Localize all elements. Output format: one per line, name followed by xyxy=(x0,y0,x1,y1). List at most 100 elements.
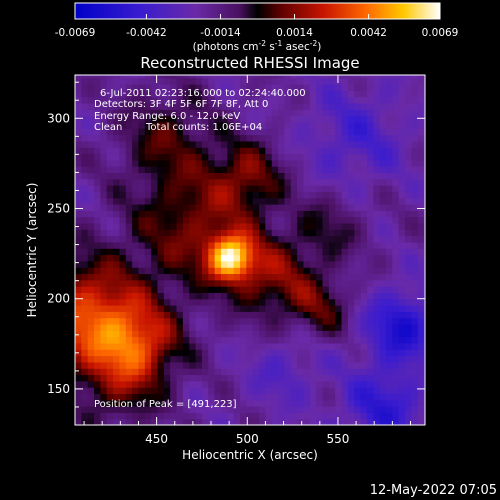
heatmap-cell xyxy=(297,121,305,129)
heatmap-cell xyxy=(195,380,203,388)
heatmap-cell xyxy=(220,84,228,91)
heatmap-cell xyxy=(341,172,349,180)
heatmap-cell xyxy=(398,349,406,357)
heatmap-cell xyxy=(227,134,235,142)
heatmap-cell xyxy=(309,279,317,287)
heatmap-cell xyxy=(246,166,254,174)
heatmap-cell xyxy=(392,406,400,413)
heatmap-cell xyxy=(201,273,209,281)
heatmap-cell xyxy=(208,342,216,350)
heatmap-cell xyxy=(81,115,89,123)
x-tick-label: 450 xyxy=(145,432,168,446)
heatmap-cell xyxy=(405,292,412,300)
heatmap-cell xyxy=(386,418,393,425)
heatmap-cell xyxy=(87,418,95,425)
heatmap-cell xyxy=(417,121,425,129)
heatmap-cell xyxy=(328,197,336,205)
heatmap-cell xyxy=(214,147,222,155)
heatmap-cell xyxy=(176,147,184,155)
heatmap-cell xyxy=(106,172,114,180)
heatmap-cell xyxy=(328,323,336,331)
heatmap-cell xyxy=(75,140,82,148)
heatmap-cell xyxy=(386,374,393,382)
heatmap-cell xyxy=(411,254,419,262)
heatmap-cell xyxy=(379,140,387,148)
x-tick-label: 500 xyxy=(236,432,259,446)
heatmap-image xyxy=(75,75,425,425)
heatmap-cell xyxy=(366,229,374,237)
heatmap-cell xyxy=(392,330,400,338)
heatmap-cell xyxy=(125,393,133,401)
heatmap-cell xyxy=(233,140,241,148)
heatmap-cell xyxy=(341,128,349,136)
heatmap-cell xyxy=(252,286,260,293)
heatmap-cell xyxy=(252,248,260,256)
heatmap-cell xyxy=(100,134,108,142)
heatmap-cell xyxy=(303,380,311,388)
heatmap-cell xyxy=(100,140,108,148)
heatmap-cell xyxy=(297,418,305,425)
heatmap-cell xyxy=(220,178,228,186)
heatmap-cell xyxy=(100,279,108,287)
heatmap-cell xyxy=(182,75,190,79)
heatmap-cell xyxy=(309,273,317,281)
heatmap-cell xyxy=(252,368,260,376)
heatmap-cell xyxy=(366,317,374,325)
heatmap-cell xyxy=(157,248,165,256)
heatmap-cell xyxy=(119,355,127,363)
heatmap-cell xyxy=(271,229,279,237)
heatmap-cell xyxy=(386,279,393,287)
heatmap-cell xyxy=(411,222,419,230)
heatmap-cell xyxy=(170,153,178,161)
heatmap-cell xyxy=(176,260,184,268)
heatmap-cell xyxy=(138,248,146,256)
heatmap-cell xyxy=(398,355,406,363)
heatmap-cell xyxy=(252,317,260,325)
heatmap-cell xyxy=(132,286,140,293)
heatmap-cell xyxy=(144,355,152,363)
heatmap-cell xyxy=(220,342,228,350)
heatmap-cell xyxy=(163,90,171,98)
heatmap-cell xyxy=(240,406,247,413)
heatmap-cell xyxy=(335,374,343,382)
heatmap-cell xyxy=(392,273,400,281)
heatmap-cell xyxy=(341,387,349,395)
heatmap-cell xyxy=(290,134,298,142)
heatmap-cell xyxy=(309,153,317,161)
heatmap-cell xyxy=(113,368,121,376)
heatmap-cell xyxy=(208,172,216,180)
heatmap-cell xyxy=(398,96,406,104)
heatmap-cell xyxy=(182,121,190,129)
heatmap-cell xyxy=(322,134,330,142)
heatmap-cell xyxy=(233,172,241,180)
heatmap-cell xyxy=(373,368,381,376)
heatmap-cell xyxy=(214,406,222,413)
heatmap-cell xyxy=(252,418,260,425)
annotation-counts: Total counts: 1.06E+04 xyxy=(145,122,262,133)
heatmap-cell xyxy=(316,380,324,388)
heatmap-cell xyxy=(201,361,209,369)
heatmap-cell xyxy=(405,109,412,117)
heatmap-cell xyxy=(208,185,216,192)
heatmap-cell xyxy=(354,248,362,256)
heatmap-cell xyxy=(335,153,343,161)
heatmap-cell xyxy=(303,330,311,338)
heatmap-cell xyxy=(106,374,114,382)
heatmap-cell xyxy=(144,210,152,218)
heatmap-cell xyxy=(259,185,267,192)
heatmap-cell xyxy=(113,418,121,425)
heatmap-cell xyxy=(297,311,305,319)
heatmap-cell xyxy=(284,387,292,395)
heatmap-cell xyxy=(398,147,406,155)
heatmap-cell xyxy=(271,349,279,357)
heatmap-cell xyxy=(278,75,286,79)
heatmap-cell xyxy=(75,374,82,382)
heatmap-cell xyxy=(87,96,95,104)
heatmap-cell xyxy=(386,203,393,211)
heatmap-cell xyxy=(386,361,393,369)
heatmap-cell xyxy=(138,317,146,325)
heatmap-cell xyxy=(125,128,133,136)
heatmap-cell xyxy=(240,387,247,395)
heatmap-cell xyxy=(220,248,228,256)
heatmap-cell xyxy=(132,77,140,85)
